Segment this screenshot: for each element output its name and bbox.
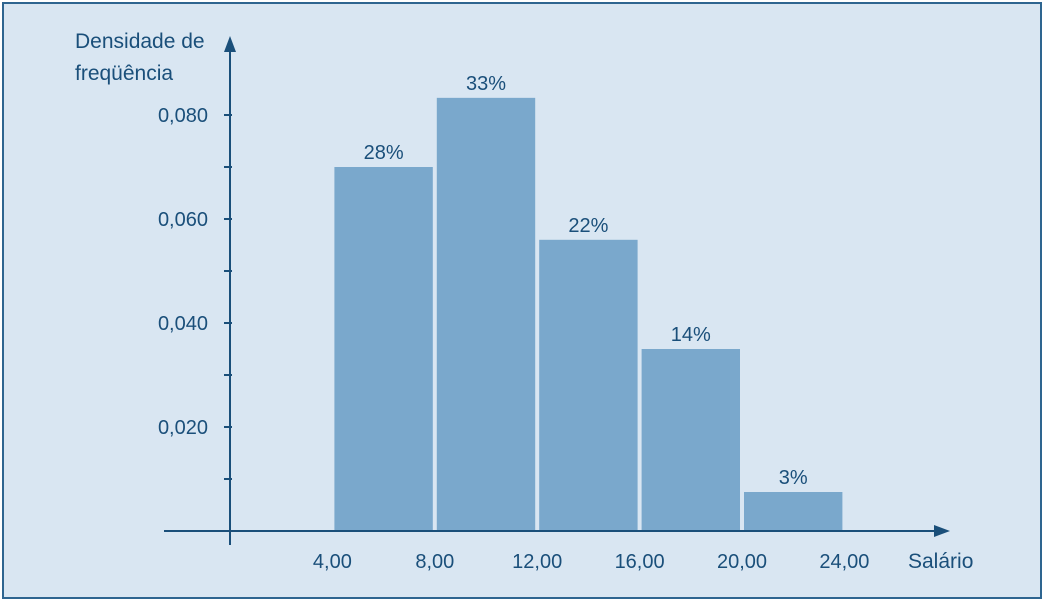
- bar-percent-label: 33%: [466, 73, 506, 95]
- histogram-bar: [641, 349, 740, 531]
- bar-percent-label: 3%: [779, 467, 808, 489]
- y-axis-label-line-1: Densidade de: [75, 30, 205, 53]
- histogram-bar: [744, 492, 843, 531]
- x-axis-label: Salário: [908, 550, 973, 573]
- axes-layer: [164, 36, 950, 545]
- x-tick-label: 8,00: [415, 551, 454, 573]
- y-axis-arrow-icon: [224, 36, 236, 52]
- histogram-bar: [539, 239, 638, 532]
- histogram-bar: [436, 97, 536, 531]
- bars-layer: [334, 97, 843, 532]
- y-axis-label-line-2: freqüência: [75, 62, 173, 85]
- x-tick-label: 16,00: [615, 551, 665, 573]
- x-tick-label: 4,00: [313, 551, 352, 573]
- y-tick-label: 0,020: [158, 417, 208, 439]
- y-tick-label: 0,080: [158, 105, 208, 127]
- bar-labels-layer: 28% 33% 22% 14% 3%: [364, 73, 808, 489]
- x-tick-label: 20,00: [717, 551, 767, 573]
- x-tick-label: 12,00: [512, 551, 562, 573]
- histogram-bar: [334, 167, 433, 531]
- x-tick-label: 24,00: [819, 551, 869, 573]
- axis-titles: Densidade de freqüência Salário: [75, 30, 973, 573]
- x-axis-arrow-icon: [934, 525, 950, 537]
- y-tick-label: 0,040: [158, 313, 208, 335]
- y-tick-label: 0,060: [158, 209, 208, 231]
- bar-percent-label: 22%: [568, 215, 608, 237]
- ticks-layer: 0,020 0,040 0,060 0,080 4,00 8,00 12,00 16,00 20…: [158, 105, 869, 573]
- bar-percent-label: 28%: [364, 142, 404, 164]
- bar-percent-label: 14%: [671, 324, 711, 346]
